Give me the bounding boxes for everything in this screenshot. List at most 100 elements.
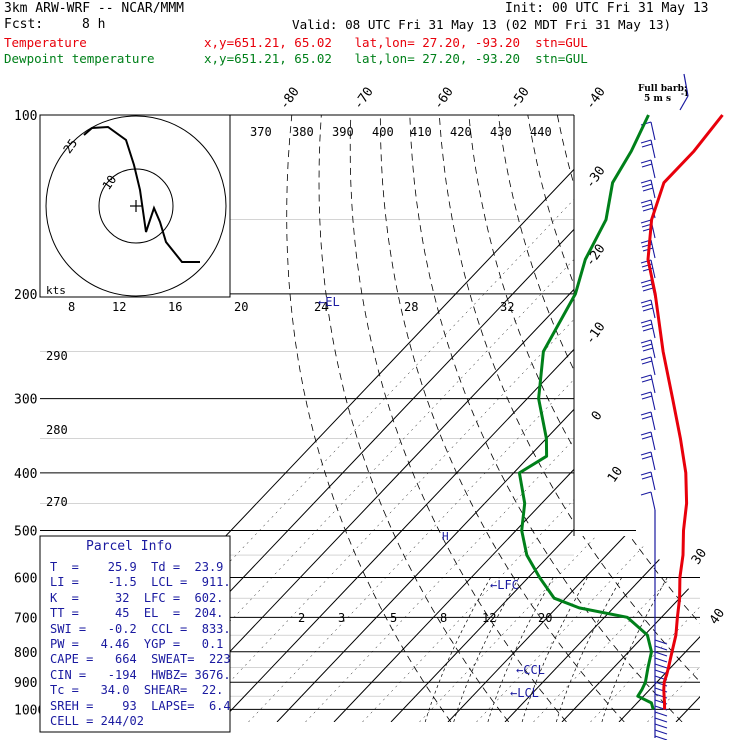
isotherm-top-label: -80 (277, 85, 303, 113)
pressure-tick-label: 600 (14, 572, 37, 587)
hodograph-ring-label: 25 (60, 136, 80, 156)
temperature-line (646, 114, 724, 710)
isotherm-line (162, 115, 700, 722)
isotherm-minor-line (533, 115, 700, 722)
wind-barb-staff (650, 356, 656, 376)
dry-adiabat-line (318, 115, 510, 722)
wind-barb-flag (640, 219, 652, 224)
wind-barb-flag (641, 360, 653, 365)
dry-adiabat-line (286, 115, 452, 722)
wind-barb-flag (640, 431, 652, 436)
hodograph-ring-label: 10 (100, 173, 120, 193)
wind-barb-staff (650, 259, 656, 279)
fcst-value: 8 h (82, 17, 106, 32)
wind-barb-flag (640, 139, 652, 144)
wind-barb-flag (640, 339, 652, 344)
pressure-tick-label: 200 (14, 288, 37, 303)
isotherm-line (561, 115, 700, 722)
parcel-info-row: SWI = -0.2 CCL = 833. (50, 621, 231, 636)
wind-barb-staff (650, 471, 656, 491)
dewpoint-legend-info: x,y=651.21, 65.02 lat,lon= 27.20, -93.20… (204, 51, 588, 66)
wind-barb-staff (650, 121, 656, 141)
mixing-ratio-line (521, 577, 588, 722)
pressure-tick-label: 500 (14, 524, 37, 539)
legend-barb-staff (683, 73, 689, 97)
hodograph-ring-inner (98, 168, 174, 244)
isotherm-top-label: -70 (351, 85, 377, 113)
mixing-ratio-line (424, 577, 491, 722)
hodograph-ring-outer (45, 115, 227, 297)
wind-barb-flag (641, 435, 653, 440)
theta-label: 410 (410, 125, 432, 139)
wind-barb-staff (650, 299, 656, 319)
isotherm-top-label: -40 (583, 85, 609, 113)
wind-barb-staff (650, 491, 656, 511)
wind-barb-flag (641, 203, 653, 208)
pressure-tick-label: 400 (14, 467, 37, 482)
wind-barb-flag (654, 657, 668, 663)
wind-barb-flag (640, 179, 652, 184)
theta-label: 420 (450, 125, 472, 139)
el-marker: ←EL (318, 295, 340, 309)
hodograph-speed-label: 12 (112, 300, 126, 314)
wind-barb-flag (654, 729, 668, 735)
isotherm-right-label: 30 (689, 546, 710, 567)
parcel-info-row: SREH = 93 LAPSE= 6.4 (50, 698, 231, 713)
isotherm-right-label: -30 (583, 164, 609, 192)
dewpoint-legend-label: Dewpoint temperature (4, 51, 155, 66)
theta-label: 440 (530, 125, 552, 139)
mixing-ratio-label: 8 (440, 611, 447, 625)
ccl-marker: ←CCL (516, 663, 545, 677)
mixing-ratio-label: 12 (482, 611, 496, 625)
wind-barb-flag (641, 143, 653, 148)
mixing-ratio-line (487, 577, 554, 722)
wind-barb-staff (650, 374, 656, 394)
wind-barb-flag (642, 307, 654, 312)
theta-left-label: 270 (46, 495, 68, 509)
mixing-ratio-label: 3 (338, 611, 345, 625)
mixing-ratio-label: 5 (390, 611, 397, 625)
wind-barb-staff (650, 431, 656, 451)
pressure-tick-label: 1000 (14, 703, 45, 718)
mixing-ratio-line (453, 577, 520, 722)
h-marker: H (442, 530, 449, 543)
level-markers: ←EL ←LFC ←CCL ←LCL H (39, 295, 545, 733)
wind-barb-flag (641, 475, 653, 480)
wind-barb-flag (641, 455, 653, 460)
wind-barb-flag (640, 356, 652, 361)
barb-legend-superscript: -1 (681, 89, 689, 98)
wind-barb-staff (650, 451, 656, 471)
hodograph-speed-label: 20 (234, 300, 248, 314)
isotherm-right-label: 40 (707, 606, 728, 627)
barb-legend-title: Full barb: (638, 84, 688, 94)
barb-legend-value: 5 m s (644, 94, 672, 104)
wind-barb-flag (640, 279, 652, 284)
hodograph-speed-label: 24 (314, 300, 328, 314)
mixing-ratio-lines (424, 577, 668, 722)
wind-barb-flag (654, 735, 668, 740)
isotherm-line (675, 115, 700, 722)
init-time: Init: 00 UTC Fri 31 May 13 (505, 1, 709, 16)
wind-barb-flag (654, 645, 668, 651)
isotherm-top-label: -50 (507, 85, 533, 113)
hodograph-units-label: kts (46, 284, 66, 297)
wind-barb-flag (654, 723, 668, 729)
theta-label: 370 (250, 125, 272, 139)
legend-barb-flag (679, 95, 689, 111)
parcel-info-row: K = 32 LFC = 602. (50, 590, 224, 605)
theta-label: 430 (490, 125, 512, 139)
wind-barb-flag (640, 451, 652, 456)
dry-adiabat-line (409, 115, 683, 722)
wind-barb-flag (654, 639, 668, 645)
pressure-tick-label: 900 (14, 676, 37, 691)
wind-barb-flag (641, 163, 653, 168)
dry-adiabat-line (379, 115, 625, 722)
dry-adiabat-line (674, 115, 700, 722)
theta-label: 390 (332, 125, 354, 139)
isotherm-right-label: 10 (605, 464, 626, 485)
wind-barb-staff (650, 411, 656, 431)
parcel-info-title: Parcel Info (86, 539, 173, 554)
isotherm-minor-line (590, 115, 700, 722)
wind-barb-flag (641, 415, 653, 420)
